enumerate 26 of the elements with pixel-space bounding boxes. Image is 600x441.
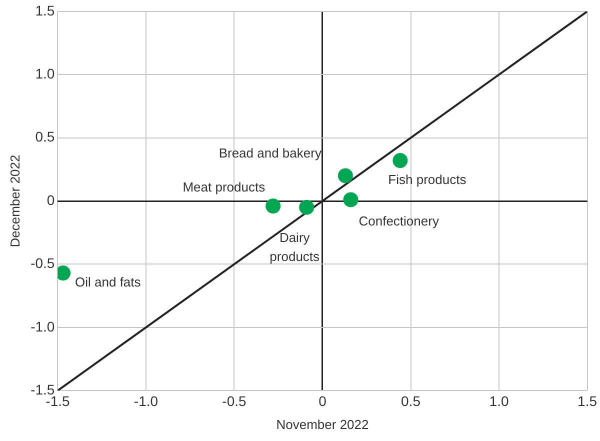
annotation: Bread and bakery	[218, 145, 322, 160]
x-axis-title: November 2022	[276, 416, 369, 432]
annotation: Fish products	[388, 172, 467, 188]
x-tick-label: 0	[318, 392, 327, 409]
y-axis-title: December 2022	[7, 154, 22, 248]
y-tick-label: 1.0	[35, 65, 55, 82]
x-tick-label: 1.5	[578, 392, 598, 409]
point	[338, 168, 353, 184]
y-tick-label: -1.5	[30, 381, 55, 398]
x-tick-label: -1.0	[134, 392, 158, 409]
y-tick-label: 0	[46, 192, 55, 208]
x-tick-label: 0.5	[401, 392, 421, 409]
x-tick-label: 1.0	[489, 392, 509, 409]
y-tick-label: -1.0	[30, 318, 55, 334]
y-tick-label: 0.5	[35, 128, 55, 145]
x-tick-label: -0.5	[222, 392, 247, 409]
point	[299, 200, 314, 215]
annotation: Meat products	[182, 180, 266, 195]
annotation: Oil and fats	[75, 274, 142, 290]
annotation: Dairy products	[270, 230, 320, 264]
annotation: Confectionery	[358, 213, 440, 228]
point	[392, 153, 408, 168]
point	[266, 198, 281, 214]
y-tick-label: -0.5	[30, 255, 55, 272]
point	[343, 192, 358, 208]
y-tick-label: 1.5	[35, 2, 55, 18]
